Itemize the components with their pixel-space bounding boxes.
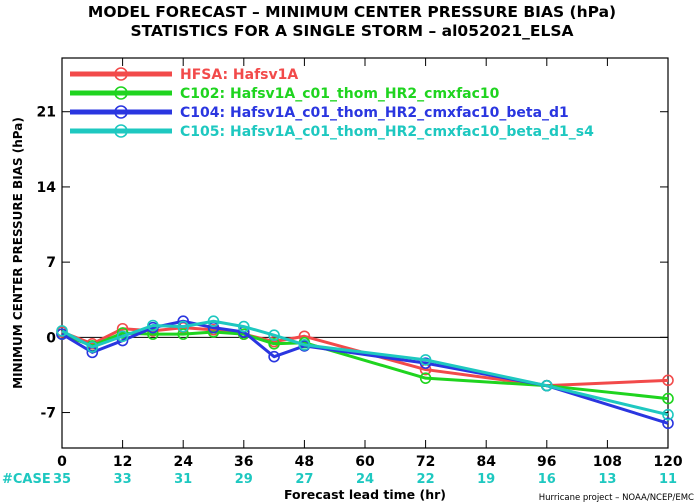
x-tick-label: 72 [416, 454, 435, 470]
data-point-c102 [177, 328, 189, 340]
data-point-c102 [268, 337, 280, 350]
x-axis: 0 12 24 36 48 60 72 84 96 108 120 [57, 58, 683, 470]
case-count: 31 [174, 472, 192, 487]
data-point-c105 [268, 329, 280, 341]
x-tick-label: 12 [113, 454, 132, 470]
x-tick-label: 108 [593, 454, 622, 470]
data-point-c105 [56, 325, 68, 337]
case-count: 29 [235, 472, 253, 487]
data-point-c105 [86, 341, 99, 353]
data-point-c105 [298, 339, 311, 351]
case-count: 33 [114, 472, 132, 487]
case-counts: 35 33 31 29 27 24 22 19 16 13 11 [53, 472, 677, 487]
y-tick-label: 14 [37, 180, 57, 196]
legend-marker-hfsa [114, 67, 128, 81]
chart-subtitle: STATISTICS FOR A SINGLE STORM – al052021… [130, 22, 573, 40]
series-layer [56, 315, 674, 430]
x-tick-label: 60 [355, 454, 375, 470]
data-point-c105 [419, 354, 432, 366]
data-point-c105 [207, 315, 220, 328]
data-point-c102 [662, 392, 674, 405]
legend-label-hfsa: HFSA: Hafsv1A [180, 67, 298, 83]
data-point-c104 [419, 357, 432, 369]
case-count: 24 [356, 472, 374, 487]
y-tick-label: 21 [37, 105, 56, 121]
legend: HFSA: Hafsv1A C102: Hafsv1A_c01_thom_HR2_… [70, 67, 594, 140]
y-tick-label: -7 [40, 406, 56, 422]
y-tick-label: 7 [46, 255, 56, 271]
legend-label-c104: C104: Hafsv1A_c01_thom_HR2_cmxfac10_beta… [180, 105, 569, 121]
case-count: 19 [477, 472, 495, 487]
data-point-c102 [419, 372, 432, 384]
legend-marker-c104 [114, 105, 128, 119]
data-point-c105 [662, 408, 674, 421]
x-tick-label: 48 [295, 454, 314, 470]
data-point-c104 [268, 350, 280, 363]
data-point-hfsa [662, 374, 674, 387]
legend-label-c102: C102: Hafsv1A_c01_thom_HR2_cmxfac10 [180, 86, 500, 102]
legend-label-c105: C105: Hafsv1A_c01_thom_HR2_cmxfac10_beta… [180, 124, 594, 140]
case-count: 22 [417, 472, 435, 487]
data-point-c105 [147, 319, 159, 332]
data-point-c105 [116, 330, 129, 343]
legend-marker-c102 [114, 86, 128, 100]
x-tick-label: 36 [234, 454, 253, 470]
case-count: 27 [295, 472, 313, 487]
footer-credit: Hurricane project – NOAA/NCEP/EMC [539, 493, 694, 503]
chart-title: MODEL FORECAST – MINIMUM CENTER PRESSURE… [88, 3, 616, 21]
y-axis: -7 0 7 14 21 [37, 105, 668, 422]
x-tick-label: 24 [173, 454, 193, 470]
data-point-c105 [540, 379, 553, 392]
case-count: 11 [659, 472, 677, 487]
x-tick-label: 96 [537, 454, 556, 470]
x-tick-label: 0 [57, 454, 67, 470]
x-tick-label: 84 [476, 454, 496, 470]
x-axis-label: Forecast lead time (hr) [284, 487, 446, 502]
data-point-c105 [238, 320, 250, 333]
case-count: 35 [53, 472, 71, 487]
case-count: 13 [598, 472, 616, 487]
data-point-c105 [177, 320, 189, 333]
x-tick-label: 120 [653, 454, 682, 470]
y-axis-label: MINIMUM CENTER PRESSURE BIAS (hPa) [11, 117, 25, 389]
legend-marker-c105 [114, 124, 128, 138]
case-label: #CASE [2, 472, 51, 487]
y-tick-label: 0 [46, 330, 56, 346]
series-line-c102 [61, 330, 669, 401]
case-count: 16 [538, 472, 556, 487]
data-point-c104 [662, 417, 674, 430]
